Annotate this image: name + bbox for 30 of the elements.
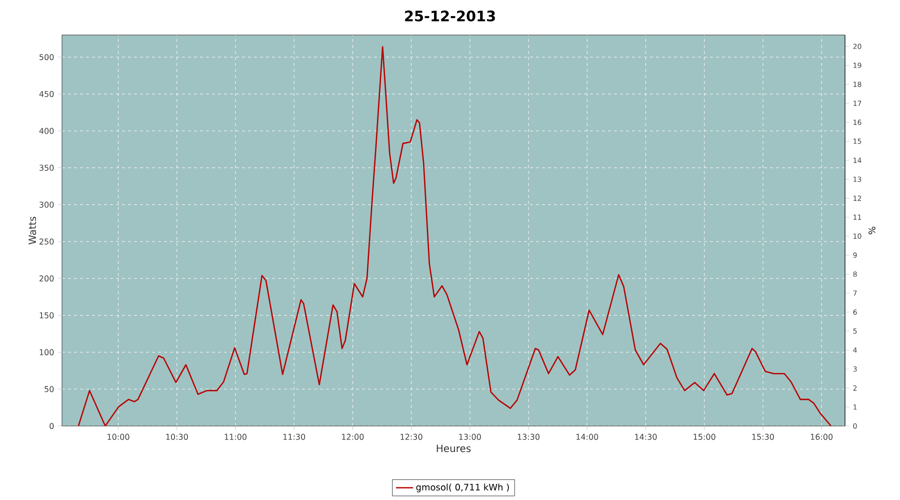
x-tick-label: 15:30 xyxy=(752,434,774,440)
y-tick-label: 450 xyxy=(39,90,54,98)
y-tick-label: 0 xyxy=(50,422,54,430)
y-tick-label: 100 xyxy=(40,349,54,356)
y-tick-label: 500 xyxy=(40,54,54,60)
y-tick-label: 400 xyxy=(39,128,54,134)
legend-label: gmosol( 0,711 kWh ) xyxy=(416,484,509,492)
x-tick-label: 10:00 xyxy=(108,434,130,440)
x-tick-label: 11:00 xyxy=(224,434,246,440)
x-axis-title: Heures xyxy=(436,444,471,452)
y-tick-label: 350 xyxy=(40,164,54,171)
y-tick-label: 300 xyxy=(40,202,54,208)
x-tick-label: 11:30 xyxy=(283,434,306,440)
x-tick-label: 12:30 xyxy=(400,434,422,440)
y-tick-label: 200 xyxy=(40,275,54,282)
x-tick-label: 14:00 xyxy=(576,434,598,440)
y-tick-label: 150 xyxy=(40,312,54,318)
x-tick-label: 15:00 xyxy=(694,434,716,440)
x-tick-label: 14:30 xyxy=(635,434,657,440)
chart-title: 25-12-2013 xyxy=(405,10,495,22)
x-tick-label: 13:00 xyxy=(459,434,481,440)
x-tick-label: 13:30 xyxy=(518,434,540,440)
line-series xyxy=(78,46,832,426)
y-tick-label: 50 xyxy=(44,386,54,392)
y-tick-label: 250 xyxy=(40,238,54,245)
y2-axis-title: % xyxy=(868,226,876,234)
x-tick-label: 10:30 xyxy=(166,434,188,440)
y-axis-title: Watts xyxy=(28,216,36,244)
x-tick-label: 16:00 xyxy=(810,434,833,440)
x-tick-label: 12:00 xyxy=(342,434,364,440)
